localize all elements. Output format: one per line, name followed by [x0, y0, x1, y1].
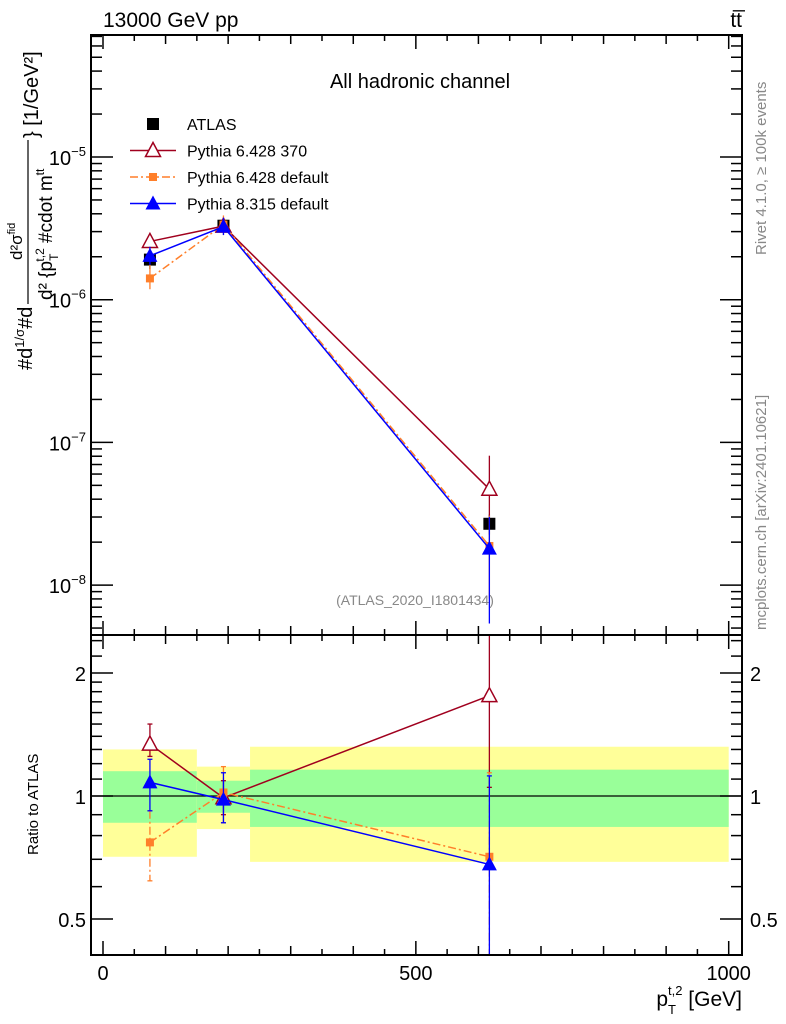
ratio-series-pythia-8-315-default: [142, 758, 497, 955]
ratio-y-label: Ratio to ATLAS: [25, 754, 42, 855]
marker-open-triangle: [480, 479, 499, 496]
plot-title: All hadronic channel: [330, 71, 510, 93]
marker-triangle: [481, 540, 497, 555]
legend-entry: ATLAS: [147, 117, 237, 134]
marker-square: [145, 838, 154, 847]
ratio-y-tick-label: 1: [75, 787, 86, 809]
legend-label: ATLAS: [187, 117, 237, 134]
legend: ATLAS Pythia 6.428 370 Pythia 6.428 defaul…: [130, 117, 329, 214]
analysis-id: (ATLAS_2020_I1801434): [336, 592, 494, 608]
marker-square: [149, 173, 157, 181]
mcplots-label: mcplots.cern.ch [arXiv:2401.10621]: [753, 395, 770, 630]
x-tick-label: 500: [399, 963, 432, 985]
marker-triangle: [215, 791, 231, 806]
ratio-y-tick-label-right: 2: [750, 664, 761, 686]
legend-entry: Pythia 8.315 default: [130, 195, 329, 214]
series-pythia-6-428-370: [141, 216, 499, 521]
marker-open-triangle: [144, 140, 162, 158]
x-axis-label: pTt,2 [GeV]: [656, 983, 742, 1017]
svg-text:d²σfid: d²σfid: [6, 223, 26, 260]
ratio-bands: [91, 746, 742, 862]
legend-label: Pythia 6.428 370: [187, 144, 307, 161]
ratio-y-tick-label: 2: [75, 664, 86, 686]
energy-label: 13000 GeV pp: [103, 9, 238, 32]
marker-triangle: [145, 195, 161, 210]
legend-label: Pythia 8.315 default: [187, 197, 329, 214]
marker-open-triangle: [480, 686, 499, 703]
legend-entry: Pythia 6.428 default: [130, 170, 329, 187]
svg-text:d² {pTt,2 #cdot mtt: d² {pTt,2 #cdot mtt: [33, 168, 61, 300]
y-tick-label: 10−6: [49, 287, 86, 313]
legend-label: Pythia 6.428 default: [187, 170, 329, 187]
data-marks: [141, 215, 499, 955]
y-axis-label: #d1/σ#d d²σfid d² {pTt,2 #cdot mtt } [1/…: [6, 51, 61, 370]
legend-entry: Pythia 6.428 370: [130, 140, 307, 161]
process-label: tt̅: [730, 9, 746, 32]
marker-triangle: [142, 247, 158, 262]
y-tick-label: 10−8: [49, 572, 86, 598]
ratio-y-tick-label: 0.5: [58, 910, 86, 932]
ratio-y-tick-label-right: 1: [750, 787, 761, 809]
y-tick-label: 10−7: [49, 429, 86, 455]
series-atlas: [143, 219, 496, 535]
marker-open-triangle: [141, 734, 159, 751]
series-line: [149, 225, 490, 490]
marker-square: [145, 274, 154, 283]
marker-triangle: [215, 218, 231, 233]
axes: 0 500 1000 10−5 10−6 10−7 10−8 2 2 1 1 0.5 0.5: [49, 34, 778, 985]
svg-text:#d1/σ#d: #d1/σ#d: [12, 307, 37, 370]
series-line: [149, 225, 490, 550]
series-line: [149, 223, 490, 547]
marker-square: [147, 118, 159, 130]
marker-triangle: [142, 774, 158, 789]
ratio-y-tick-label-right: 0.5: [750, 910, 778, 932]
svg-text:} [1/GeV²]: } [1/GeV²]: [21, 51, 43, 138]
series-pythia-8-315-default: [142, 217, 497, 624]
marker-triangle: [481, 856, 497, 871]
y-tick-label: 10−5: [49, 144, 86, 170]
rivet-label: Rivet 4.1.0, ≥ 100k events: [753, 82, 770, 255]
x-tick-label: 1000: [706, 963, 751, 985]
series-pythia-6-428-default: [145, 215, 494, 599]
x-tick-label: 0: [97, 963, 108, 985]
